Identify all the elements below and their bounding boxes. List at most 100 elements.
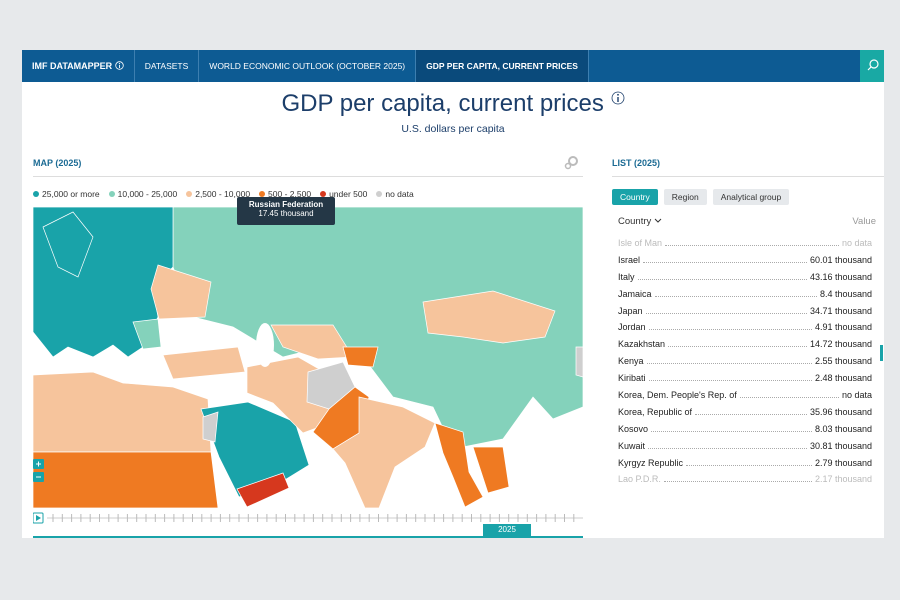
list-row[interactable]: Jordan 4.91 thousand bbox=[618, 322, 872, 339]
divider bbox=[612, 176, 884, 177]
list-columns: Country Value bbox=[618, 216, 876, 227]
map-tooltip: Russian Federation 17.45 thousand bbox=[237, 197, 335, 225]
year-indicator[interactable]: 2025 bbox=[483, 524, 531, 536]
country-value: 2.17 thousand bbox=[814, 474, 872, 485]
dot-leader bbox=[648, 329, 812, 331]
app-frame: IMF DATAMAPPER DATASETS WORLD ECONOMIC OU… bbox=[22, 50, 884, 538]
legend-swatch bbox=[376, 191, 383, 197]
legend-label: 25,000 or more bbox=[42, 189, 100, 199]
legend-label: 2,500 - 10,000 bbox=[195, 189, 251, 199]
country-name: Korea, Republic of bbox=[618, 406, 693, 417]
country-name: Kazakhstan bbox=[618, 339, 666, 350]
legend-item[interactable]: 500 - 2,500 bbox=[259, 189, 311, 199]
legend-item[interactable]: 10,000 - 25,000 bbox=[108, 189, 178, 199]
country-name: Isle of Man bbox=[618, 238, 663, 248]
dot-leader bbox=[686, 464, 812, 466]
list-row[interactable]: Kuwait 30.81 thousand bbox=[618, 441, 872, 458]
filter-button[interactable]: Country bbox=[612, 189, 658, 205]
country-value: 8.4 thousand bbox=[819, 288, 872, 299]
country-value: 34.71 thousand bbox=[809, 305, 872, 316]
legend-swatch bbox=[108, 191, 115, 197]
list-row[interactable]: Italy 43.16 thousand bbox=[618, 272, 872, 289]
list-row[interactable]: Japan 34.71 thousand bbox=[618, 306, 872, 323]
timeline[interactable] bbox=[33, 510, 593, 526]
nav-bar: IMF DATAMAPPER DATASETS WORLD ECONOMIC OU… bbox=[22, 50, 884, 82]
legend-swatch bbox=[186, 191, 193, 197]
list-row[interactable]: Kenya 2.55 thousand bbox=[618, 356, 872, 373]
country-value: no data bbox=[841, 390, 872, 401]
country-name: Jamaica bbox=[618, 288, 652, 299]
legend-item[interactable]: no data bbox=[376, 189, 414, 199]
list-filters: Country Region Analytical group bbox=[612, 189, 790, 205]
map-legend: 25,000 or more 10,000 - 25,000 2,500 - 10,… bbox=[33, 189, 414, 199]
country-value: 2.48 thousand bbox=[814, 373, 872, 384]
settings-icon[interactable] bbox=[564, 154, 580, 170]
country-name: Kuwait bbox=[618, 440, 646, 451]
list-row[interactable]: Lao P.D.R. 2.17 thousand bbox=[618, 474, 872, 491]
dot-leader bbox=[648, 447, 807, 449]
list-row[interactable]: Kazakhstan 14.72 thousand bbox=[618, 339, 872, 356]
country-name: Italy bbox=[618, 271, 635, 282]
brand-tab[interactable]: IMF DATAMAPPER bbox=[22, 50, 135, 82]
country-name: Kiribati bbox=[618, 373, 646, 384]
title-info-icon[interactable] bbox=[611, 91, 625, 105]
sort-chevron bbox=[654, 218, 662, 223]
dot-leader bbox=[648, 380, 812, 382]
info-icon[interactable] bbox=[114, 61, 124, 70]
list-row[interactable]: Isle of Man no data bbox=[618, 238, 872, 255]
nav-tab[interactable]: DATASETS bbox=[135, 50, 200, 82]
timeline-bar bbox=[33, 536, 583, 538]
country-value: 35.96 thousand bbox=[809, 406, 872, 417]
dot-leader bbox=[643, 261, 807, 263]
dot-leader bbox=[651, 430, 812, 432]
legend-swatch bbox=[33, 191, 39, 197]
dot-leader bbox=[654, 295, 817, 297]
dot-leader bbox=[663, 481, 812, 483]
scrollbar[interactable] bbox=[880, 345, 883, 361]
list-row[interactable]: Israel 60.01 thousand bbox=[618, 255, 872, 272]
country-list: Isle of Man no data Israel 60.01 thousand It… bbox=[618, 238, 872, 491]
country-name: Kosovo bbox=[618, 423, 649, 434]
dot-leader bbox=[695, 413, 807, 415]
country-name: Israel bbox=[618, 254, 641, 265]
legend-label: no data bbox=[385, 189, 414, 199]
list-row[interactable]: Korea, Republic of 35.96 thousand bbox=[618, 407, 872, 424]
country-value: 8.03 thousand bbox=[814, 423, 872, 434]
list-row[interactable]: Kosovo 8.03 thousand bbox=[618, 424, 872, 441]
country-value: 43.16 thousand bbox=[809, 271, 872, 282]
country-name: Japan bbox=[618, 305, 643, 316]
list-row[interactable]: Jamaica 8.4 thousand bbox=[618, 289, 872, 306]
list-row[interactable]: Kiribati 2.48 thousand bbox=[618, 373, 872, 390]
legend-item[interactable]: 25,000 or more bbox=[33, 189, 100, 199]
filter-button[interactable]: Analytical group bbox=[712, 189, 790, 205]
value-column: Value bbox=[852, 216, 876, 227]
legend-item[interactable]: 2,500 - 10,000 bbox=[186, 189, 250, 199]
country-value: 14.72 thousand bbox=[809, 339, 872, 350]
dot-leader bbox=[646, 363, 812, 365]
search-button[interactable] bbox=[860, 50, 884, 82]
country-value: no data bbox=[841, 238, 872, 248]
world-map[interactable] bbox=[33, 207, 583, 508]
dot-leader bbox=[668, 346, 807, 348]
title-text: GDP per capita, current prices bbox=[281, 90, 604, 117]
legend-label: 500 - 2,500 bbox=[268, 189, 312, 199]
page-title: GDP per capita, current prices bbox=[22, 90, 884, 118]
filter-button[interactable]: Region bbox=[663, 189, 707, 205]
legend-item[interactable]: under 500 bbox=[320, 189, 367, 199]
list-row[interactable]: Korea, Dem. People's Rep. of no data bbox=[618, 390, 872, 407]
dot-leader bbox=[637, 278, 807, 280]
nav-tab[interactable]: GDP PER CAPITA, CURRENT PRICES bbox=[416, 50, 589, 82]
column-label: Country bbox=[618, 216, 652, 227]
nav-tab[interactable]: WORLD ECONOMIC OUTLOOK (OCTOBER 2025) bbox=[199, 50, 417, 82]
dot-leader bbox=[739, 397, 839, 399]
country-value: 2.55 thousand bbox=[814, 356, 872, 367]
list-row[interactable]: Kyrgyz Republic 2.79 thousand bbox=[618, 458, 872, 475]
country-value: 30.81 thousand bbox=[809, 440, 872, 451]
legend-label: under 500 bbox=[329, 189, 368, 199]
country-column[interactable]: Country bbox=[618, 216, 662, 227]
search-icon bbox=[867, 59, 879, 71]
legend-label: 10,000 - 25,000 bbox=[117, 189, 178, 199]
divider bbox=[33, 176, 583, 177]
country-name: Kyrgyz Republic bbox=[618, 457, 684, 468]
